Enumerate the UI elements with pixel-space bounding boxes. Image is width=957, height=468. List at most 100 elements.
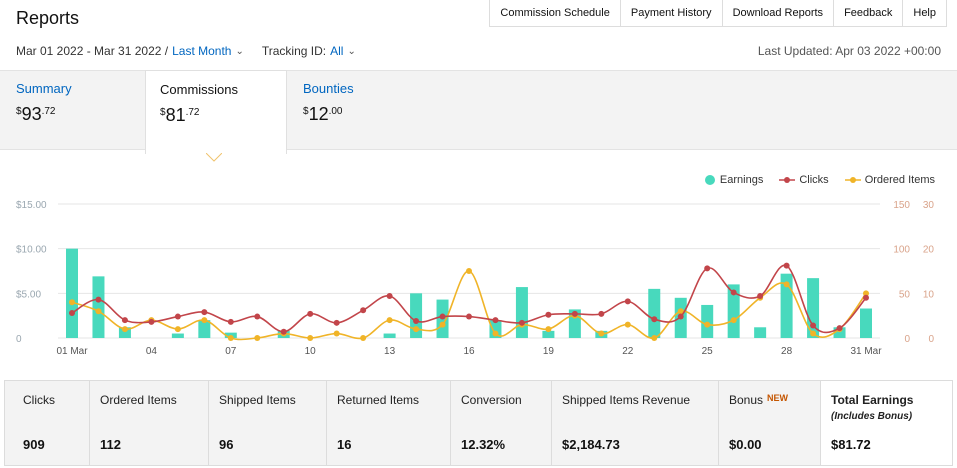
- y-tick-label-ordered: 20: [923, 245, 935, 256]
- ordered-items-point: [413, 326, 420, 333]
- earnings-bar: [807, 278, 820, 338]
- earnings-bar: [542, 330, 555, 338]
- stat-ordered-items: Ordered Items 112: [89, 381, 208, 465]
- tab-bounties[interactable]: Bounties $12.00: [287, 71, 437, 151]
- ordered-items-point: [783, 281, 790, 288]
- ordered-items-point: [492, 330, 499, 337]
- x-tick-label: 31 Mar: [850, 346, 882, 357]
- earnings-bar: [118, 327, 131, 338]
- clicks-point: [730, 289, 737, 296]
- stat-conversion: Conversion 12.32%: [450, 381, 551, 465]
- clicks-point: [307, 310, 314, 317]
- earnings-bar: [648, 288, 661, 338]
- clicks-point: [598, 310, 605, 317]
- tab-commissions-amount: $81.72: [160, 105, 200, 125]
- earnings-swatch-icon: [704, 175, 715, 185]
- chevron-down-icon[interactable]: ⌄: [235, 45, 244, 57]
- clicks-point: [95, 296, 102, 303]
- earnings-bar: [198, 320, 211, 338]
- earnings-bar: [66, 248, 78, 338]
- report-tabs: Summary $93.72 Commissions $81.72 Bounti…: [0, 70, 957, 154]
- ordered-items-point: [333, 330, 340, 337]
- clicks-point: [624, 298, 631, 305]
- clicks-point: [466, 313, 472, 320]
- clicks-line: [71, 264, 867, 334]
- legend-earnings: Earnings: [704, 174, 763, 186]
- earnings-bar: [92, 276, 105, 338]
- x-tick-label: 10: [305, 346, 317, 357]
- clicks-point: [492, 317, 499, 324]
- clicks-point: [810, 322, 817, 329]
- tab-pointer-icon: [206, 153, 222, 162]
- payment-history-button[interactable]: Payment History: [619, 0, 722, 26]
- x-tick-label: 28: [781, 346, 793, 357]
- earnings-bar: [701, 304, 714, 338]
- ordered-items-point: [174, 326, 181, 333]
- ordered-items-point: [704, 321, 711, 328]
- ordered-items-point: [95, 308, 102, 315]
- earnings-bar: [515, 287, 528, 338]
- x-tick-label: 01 Mar: [56, 346, 88, 357]
- earnings-bar: [410, 293, 423, 338]
- top-nav: Commission Schedule Payment History Down…: [489, 0, 947, 27]
- clicks-point: [783, 262, 790, 269]
- clicks-point: [704, 265, 711, 272]
- ordered-items-point: [386, 317, 393, 324]
- tracking-id-label: Tracking ID:: [261, 44, 327, 58]
- ordered-items-point: [598, 330, 605, 337]
- y-tick-label-clicks: 0: [904, 334, 910, 345]
- y-tick-label-left: $10.00: [16, 245, 47, 256]
- ordered-items-point: [307, 335, 314, 341]
- ordered-items-point: [730, 317, 737, 324]
- help-button[interactable]: Help: [902, 0, 946, 26]
- last-updated-text: Last Updated: Apr 03 2022 +00:00: [757, 44, 941, 58]
- earnings-bar: [383, 333, 396, 338]
- ordered-items-point: [810, 330, 817, 337]
- earnings-bar: [171, 333, 184, 338]
- download-reports-button[interactable]: Download Reports: [721, 0, 834, 26]
- tab-summary-amount: $93.72: [16, 104, 56, 124]
- stat-total-earnings: Total Earnings (Includes Bonus) $81.72: [820, 381, 952, 465]
- legend-ordered-items: Ordered Items: [844, 174, 935, 186]
- ordered-items-line: [71, 270, 867, 341]
- legend-clicks: Clicks: [779, 174, 829, 186]
- ordered-items-point: [439, 321, 446, 328]
- filter-bar: Mar 01 2022 - Mar 31 2022 / Last Month ⌄…: [16, 44, 360, 58]
- ordered-items-point: [69, 299, 75, 306]
- clicks-point: [333, 319, 340, 326]
- clicks-point: [651, 316, 658, 323]
- stat-clicks: Clicks 909: [23, 393, 55, 452]
- y-tick-label-ordered: 0: [928, 334, 934, 345]
- clicks-point: [757, 293, 764, 300]
- clicks-point: [386, 293, 393, 300]
- y-tick-label-ordered: 10: [923, 289, 935, 300]
- tab-bounties-label: Bounties: [303, 81, 354, 96]
- x-tick-label: 07: [225, 346, 237, 357]
- clicks-point: [201, 309, 208, 316]
- tab-summary[interactable]: Summary $93.72: [0, 71, 145, 151]
- x-tick-label: 25: [702, 346, 714, 357]
- clicks-point: [545, 311, 552, 318]
- ordered-items-point: [677, 308, 684, 315]
- tab-commissions[interactable]: Commissions $81.72: [145, 70, 287, 154]
- y-tick-label-clicks: 100: [893, 245, 910, 256]
- page-title: Reports: [16, 8, 80, 28]
- x-tick-label: 13: [384, 346, 396, 357]
- clicks-point: [677, 313, 684, 320]
- commission-schedule-button[interactable]: Commission Schedule: [490, 0, 620, 26]
- feedback-button[interactable]: Feedback: [833, 0, 903, 26]
- tab-commissions-label: Commissions: [160, 82, 239, 97]
- clicks-point: [121, 317, 128, 324]
- y-tick-label-left: 0: [16, 334, 22, 345]
- y-tick-label-ordered: 30: [923, 200, 935, 211]
- tracking-id-dropdown[interactable]: All: [330, 44, 344, 58]
- date-range-dropdown[interactable]: Last Month: [172, 44, 232, 58]
- clicks-point: [360, 307, 367, 314]
- x-tick-label: 22: [622, 346, 634, 357]
- chevron-down-icon[interactable]: ⌄: [347, 45, 356, 57]
- earnings-bar: [754, 327, 767, 338]
- clicks-point: [174, 313, 181, 320]
- clicks-point: [148, 318, 155, 325]
- x-tick-label: 16: [463, 346, 475, 357]
- earnings-bar: [780, 273, 793, 338]
